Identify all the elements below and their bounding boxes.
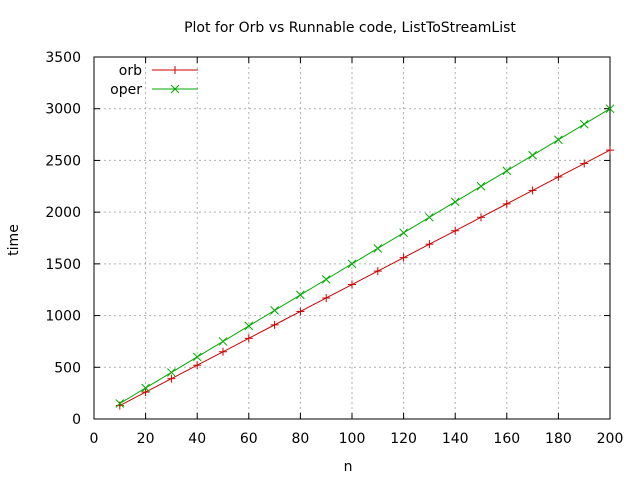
y-tick-label: 500 — [54, 360, 81, 376]
data-point-orb — [502, 199, 511, 208]
x-tick-label: 160 — [493, 431, 520, 447]
data-point-oper — [579, 119, 589, 129]
marker-stroke — [554, 135, 563, 145]
x-tick-label: 200 — [597, 431, 624, 447]
y-axis-label: time — [6, 224, 22, 256]
marker-stroke — [167, 368, 176, 377]
marker-stroke — [373, 243, 383, 253]
x-tick-label: 40 — [188, 431, 206, 447]
marker-stroke — [347, 259, 357, 269]
data-point-oper — [425, 212, 434, 222]
legend-label-oper: oper — [110, 82, 142, 98]
y-tick-label: 0 — [72, 412, 81, 428]
marker-stroke — [528, 150, 537, 160]
marker-stroke — [244, 321, 254, 331]
series-line-orb — [119, 149, 611, 406]
y-tick-label: 2000 — [45, 205, 81, 221]
legend-marker-oper — [170, 84, 180, 94]
marker-stroke — [115, 399, 125, 408]
data-point-oper — [270, 306, 279, 315]
data-point-oper — [296, 290, 305, 300]
marker-stroke — [296, 290, 305, 300]
data-point-oper — [115, 399, 125, 408]
data-point-oper — [528, 150, 537, 160]
marker-stroke — [605, 104, 615, 114]
y-tick-label: 3500 — [45, 50, 81, 66]
data-point-orb — [606, 146, 614, 155]
data-point-orb — [554, 172, 563, 181]
marker-stroke — [321, 275, 331, 284]
y-tick-label: 1500 — [45, 257, 81, 273]
data-point-oper — [502, 166, 512, 176]
data-point-oper — [218, 337, 228, 346]
marker-stroke — [141, 383, 150, 393]
y-tick-label: 3000 — [45, 102, 81, 118]
marker-stroke — [270, 306, 279, 315]
series-layer — [115, 104, 615, 410]
data-point-oper — [321, 275, 331, 284]
marker-stroke — [192, 352, 202, 362]
data-point-oper — [605, 104, 615, 114]
x-axis-label: n — [344, 459, 353, 475]
data-point-oper — [244, 321, 254, 331]
legend-marker-orb — [171, 66, 179, 74]
data-point-orb — [167, 374, 176, 383]
data-point-orb — [322, 293, 331, 302]
marker-stroke — [502, 166, 512, 176]
x-tick-label: 180 — [545, 431, 572, 447]
x-tick-label: 80 — [291, 431, 309, 447]
marker-stroke — [425, 212, 434, 222]
legend-label-orb: orb — [119, 63, 142, 79]
data-point-oper — [167, 368, 176, 377]
data-point-oper — [476, 181, 486, 191]
data-point-orb — [528, 186, 537, 195]
series-line-oper — [119, 108, 611, 404]
chart-title: Plot for Orb vs Runnable code, ListToStr… — [184, 20, 516, 36]
axis-ticks: 0 20 40 60 80 100 120 140 160 180 2000500100015002… — [45, 50, 623, 447]
data-point-orb — [141, 388, 150, 397]
data-point-orb — [477, 213, 485, 222]
data-point-oper — [347, 259, 357, 269]
legend: orb oper — [110, 63, 198, 98]
x-tick-label: 140 — [442, 431, 469, 447]
marker-stroke — [579, 119, 589, 129]
marker-stroke — [399, 228, 408, 238]
data-point-oper — [192, 352, 202, 362]
data-point-orb — [580, 159, 589, 168]
marker-stroke — [450, 197, 460, 207]
x-tick-label: 20 — [137, 431, 155, 447]
marker-stroke — [218, 337, 228, 346]
data-point-orb — [219, 347, 227, 356]
data-point-orb — [451, 226, 460, 235]
data-point-orb — [193, 361, 202, 370]
data-point-oper — [141, 383, 150, 393]
data-point-orb — [115, 401, 124, 410]
data-point-orb — [425, 240, 434, 249]
y-tick-label: 2500 — [45, 153, 81, 169]
data-point-orb — [270, 320, 279, 329]
data-point-orb — [399, 253, 408, 262]
x-tick-label: 60 — [240, 431, 258, 447]
data-point-oper — [554, 135, 563, 145]
data-point-oper — [399, 228, 408, 238]
x-tick-label: 120 — [390, 431, 417, 447]
x-tick-label: 0 — [90, 431, 99, 447]
marker-stroke — [476, 181, 486, 191]
data-point-orb — [348, 280, 356, 289]
data-point-oper — [373, 243, 383, 253]
data-point-orb — [373, 267, 382, 276]
grid — [94, 57, 610, 419]
x-tick-label: 100 — [339, 431, 366, 447]
y-tick-label: 1000 — [45, 309, 81, 325]
data-point-orb — [244, 334, 253, 343]
marker-stroke — [170, 84, 180, 94]
data-point-oper — [450, 197, 460, 207]
data-point-orb — [296, 307, 305, 316]
